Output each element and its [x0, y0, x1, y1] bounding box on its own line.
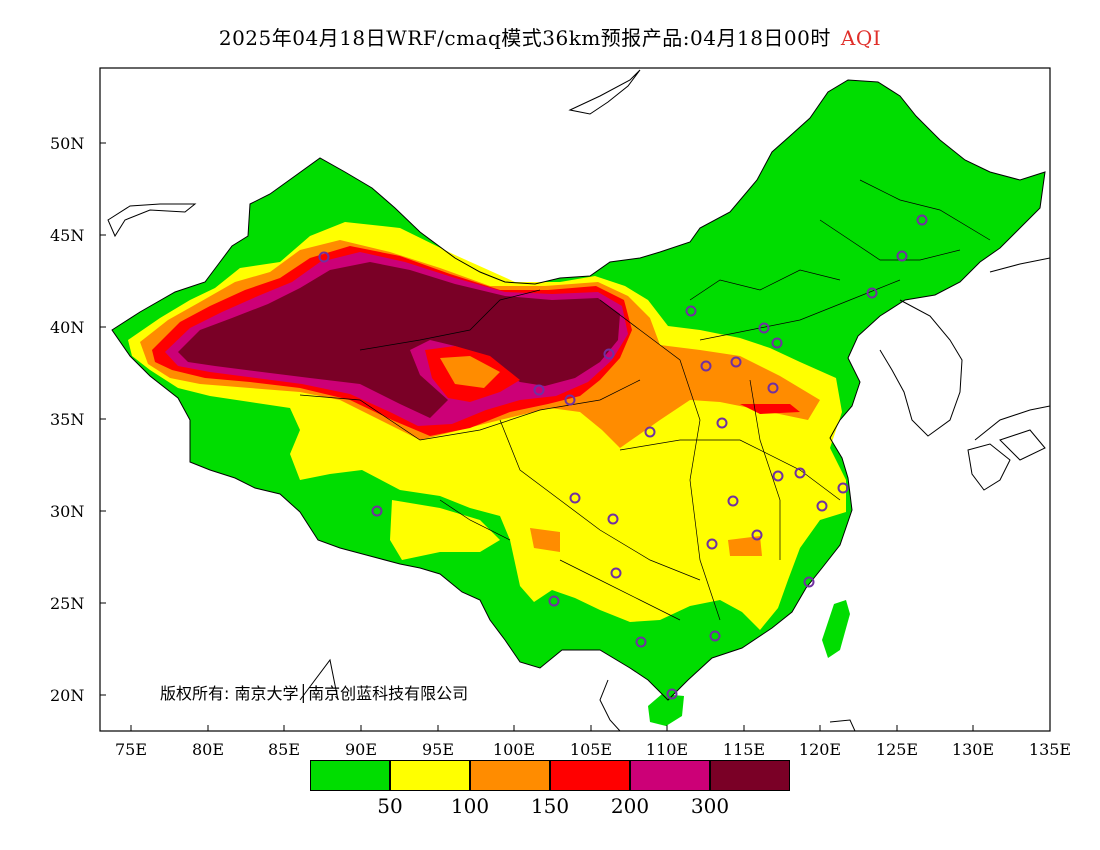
legend-swatch-very-unhealthy	[630, 760, 710, 791]
lat-label: 25N	[50, 594, 85, 613]
lon-label: 100E	[492, 740, 536, 759]
lon-label: 85E	[267, 740, 301, 759]
station-marker	[685, 305, 697, 317]
station-marker	[772, 470, 784, 482]
station-marker	[916, 214, 928, 226]
station-marker	[816, 500, 828, 512]
lon-label: 130E	[951, 740, 995, 759]
legend-swatch-good	[310, 760, 390, 791]
station-marker	[767, 382, 779, 394]
lon-label: 105E	[569, 740, 613, 759]
title-variable: AQI	[840, 26, 882, 50]
station-marker	[533, 384, 545, 396]
station-marker	[758, 322, 770, 334]
axis-ticks	[100, 142, 1051, 731]
station-marker	[730, 356, 742, 368]
station-marker	[569, 492, 581, 504]
legend-label: 200	[610, 794, 650, 818]
lon-label: 80E	[191, 740, 225, 759]
station-marker	[318, 251, 330, 263]
hainan-island	[648, 694, 684, 726]
station-marker	[803, 576, 815, 588]
aqi-zone-hazardous	[178, 262, 620, 418]
station-marker	[607, 513, 619, 525]
map-frame	[99, 67, 1051, 732]
station-marker	[564, 394, 576, 406]
lon-label: 115E	[722, 740, 766, 759]
lon-label: 110E	[645, 740, 689, 759]
station-markers	[318, 214, 928, 700]
legend-label: 50	[377, 794, 403, 818]
map-title: 2025年04月18日WRF/cmaq模式36km预报产品:04月18日00时 A…	[0, 22, 1100, 51]
station-marker	[666, 688, 678, 700]
station-marker	[794, 467, 806, 479]
station-marker	[603, 348, 615, 360]
lat-label: 50N	[50, 134, 85, 153]
lat-label: 20N	[50, 686, 85, 705]
aqi-zone-moderate-south	[390, 500, 500, 560]
legend-swatch-unhealthy	[550, 760, 630, 791]
taiwan-island	[822, 600, 850, 658]
station-marker	[700, 360, 712, 372]
station-marker	[837, 482, 849, 494]
legend-swatch-moderate	[390, 760, 470, 791]
legend-label: 100	[450, 794, 490, 818]
station-marker	[751, 529, 763, 541]
station-marker	[866, 287, 878, 299]
title-main: 2025年04月18日WRF/cmaq模式36km预报产品:04月18日00时	[218, 26, 831, 50]
station-marker	[635, 636, 647, 648]
aqi-zone-usg-central	[530, 528, 560, 552]
legend-label: 300	[690, 794, 730, 818]
station-marker	[610, 567, 622, 579]
lon-label: 75E	[114, 740, 148, 759]
lat-label: 45N	[50, 226, 85, 245]
station-marker	[727, 495, 739, 507]
lon-label: 95E	[421, 740, 455, 759]
neighbor-coastlines	[107, 69, 1050, 731]
province-boundaries	[299, 179, 991, 621]
copyright-notice: 版权所有: 南京大学│南京创蓝科技有限公司	[160, 684, 469, 703]
legend-swatch-usg	[470, 760, 550, 791]
station-marker	[896, 250, 908, 262]
aqi-zone-inner-orange	[440, 356, 500, 388]
lat-label: 35N	[50, 410, 85, 429]
station-marker	[548, 595, 560, 607]
legend-label: 150	[530, 794, 570, 818]
station-marker	[771, 337, 783, 349]
station-marker	[709, 630, 721, 642]
china-outline	[111, 79, 1046, 701]
lat-label: 30N	[50, 502, 85, 521]
station-marker	[371, 505, 383, 517]
station-marker	[706, 538, 718, 550]
lon-label: 135E	[1028, 740, 1072, 759]
aqi-zone-usg-east	[728, 536, 762, 556]
station-marker	[716, 417, 728, 429]
lon-label: 120E	[798, 740, 842, 759]
station-marker	[644, 426, 656, 438]
lon-label: 125E	[875, 740, 919, 759]
legend-swatch-hazardous	[710, 760, 790, 791]
lon-label: 90E	[344, 740, 378, 759]
lat-label: 40N	[50, 318, 85, 337]
